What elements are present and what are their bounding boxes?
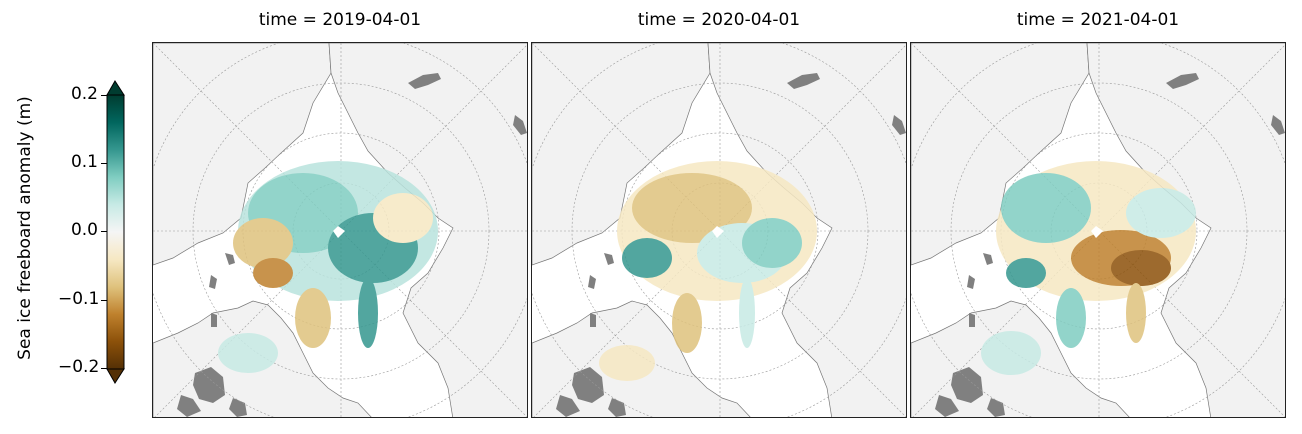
- map-panel: [152, 42, 528, 418]
- colorbar-tick-label: −0.1: [58, 289, 100, 309]
- panel-title: time = 2019-04-01: [258, 10, 422, 30]
- colorbar-tickmark: [101, 368, 107, 369]
- map-2020: [532, 43, 906, 417]
- colorbar-tickmark: [101, 300, 107, 301]
- colorbar-tick-label: 0.2: [70, 84, 98, 104]
- panel-title: time = 2021-04-01: [1016, 10, 1180, 30]
- colorbar-tickmark: [101, 231, 107, 232]
- panel-title: time = 2020-04-01: [637, 10, 801, 30]
- map-panel: [910, 42, 1286, 418]
- colorbar-tick-label: 0.1: [70, 152, 98, 172]
- map-panel: [531, 42, 907, 418]
- colorbar-tick-label: 0.0: [70, 220, 98, 240]
- colorbar-bar: [106, 80, 125, 384]
- colorbar-extend-max: [106, 80, 125, 96]
- colorbar-extend-min: [106, 368, 125, 384]
- colorbar-tick-label: −0.2: [58, 357, 100, 377]
- colorbar-label: Sea ice freeboard anomaly (m): [15, 96, 35, 360]
- colorbar-gradient: [106, 94, 125, 370]
- map-2019: [153, 43, 527, 417]
- colorbar-tickmark: [101, 163, 107, 164]
- colorbar-tickmark: [101, 95, 107, 96]
- map-2021: [911, 43, 1285, 417]
